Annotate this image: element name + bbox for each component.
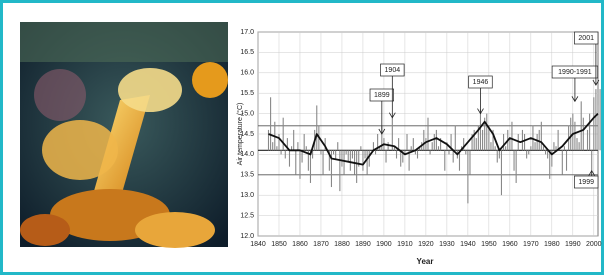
x-tick-label: 1950 bbox=[481, 241, 497, 248]
y-tick-label: 12.5 bbox=[240, 212, 254, 219]
y-tick-label: 12.0 bbox=[240, 233, 254, 240]
annotation-label: 1999 bbox=[578, 179, 594, 186]
x-tick-label: 1890 bbox=[355, 241, 371, 248]
annotation-label: 1899 bbox=[374, 92, 390, 99]
y-tick-label: 15.0 bbox=[240, 110, 254, 117]
x-tick-label: 1930 bbox=[439, 241, 455, 248]
screen: Year Air temperature (°C) 12.012.513.013… bbox=[0, 0, 604, 275]
annotation-label: 1946 bbox=[473, 79, 489, 86]
y-tick-label: 13.5 bbox=[240, 172, 254, 179]
x-tick-label: 1850 bbox=[271, 241, 287, 248]
x-tick-label: 1960 bbox=[502, 241, 518, 248]
x-tick-label: 1910 bbox=[397, 241, 413, 248]
x-tick-label: 1860 bbox=[292, 241, 308, 248]
x-tick-label: 1840 bbox=[250, 241, 266, 248]
annotation-label: 1904 bbox=[385, 67, 401, 74]
x-tick-label: 1990 bbox=[565, 241, 581, 248]
x-axis-label: Year bbox=[417, 257, 434, 266]
coral-photo bbox=[20, 22, 228, 248]
y-tick-label: 16.5 bbox=[240, 49, 254, 56]
page: Year Air temperature (°C) 12.012.513.013… bbox=[0, 0, 604, 275]
x-tick-label: 1880 bbox=[334, 241, 350, 248]
y-tick-label: 15.5 bbox=[240, 90, 254, 97]
y-tick-label: 14.0 bbox=[240, 151, 254, 158]
x-tick-label: 2000 bbox=[586, 241, 602, 248]
x-tick-label: 1940 bbox=[460, 241, 476, 248]
x-tick-label: 1970 bbox=[523, 241, 539, 248]
y-tick-label: 13.0 bbox=[240, 192, 254, 199]
annotation-label: 1990-1991 bbox=[558, 69, 592, 76]
y-tick-label: 14.5 bbox=[240, 131, 254, 138]
x-tick-label: 1980 bbox=[544, 241, 560, 248]
y-tick-label: 16.0 bbox=[240, 70, 254, 77]
x-tick-label: 1870 bbox=[313, 241, 329, 248]
y-tick-label: 17.0 bbox=[240, 29, 254, 36]
x-tick-label: 1900 bbox=[376, 241, 392, 248]
x-tick-label: 1920 bbox=[418, 241, 434, 248]
annotation-label: 2001 bbox=[578, 35, 594, 42]
